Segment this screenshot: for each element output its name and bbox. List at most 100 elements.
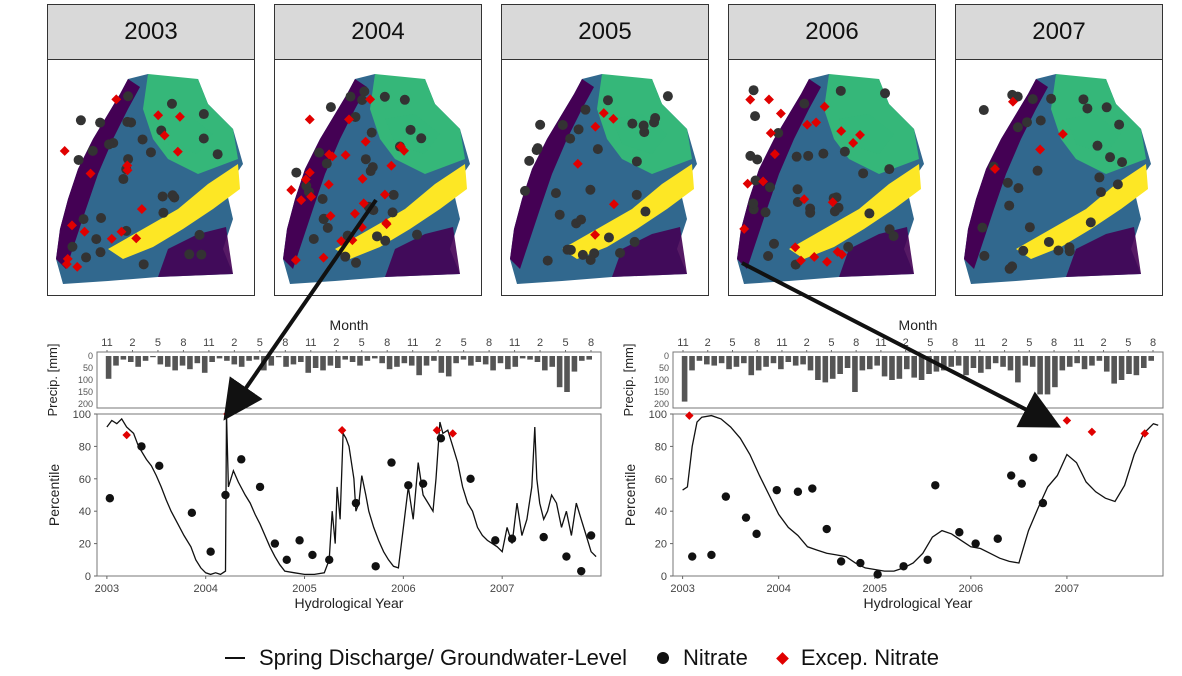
precip-bar: [571, 356, 578, 372]
x-tick-label: 2007: [1055, 583, 1079, 595]
precip-tick-label: 150: [654, 387, 669, 397]
precip-bar: [542, 356, 548, 371]
nitrate-site-marker: [768, 238, 779, 249]
nitrate-site-marker: [978, 105, 989, 116]
precip-bar: [1029, 356, 1036, 367]
nitrate-site-marker: [340, 251, 351, 262]
precip-bar: [320, 356, 326, 371]
nitrate-point: [466, 474, 475, 483]
map-zone-purple: [737, 79, 821, 269]
month-tick-label: 8: [853, 337, 859, 349]
excep-site-marker: [122, 165, 133, 176]
month-tick-label: 2: [435, 337, 441, 349]
nitrate-site-marker: [576, 214, 587, 225]
excep-site-marker: [85, 168, 96, 179]
precip-axis-title: Precip. [mm]: [45, 344, 60, 417]
precip-bar: [460, 356, 467, 360]
month-tick-label: 11: [974, 337, 985, 349]
precip-tick-label: 50: [659, 363, 669, 373]
precip-bar: [1044, 356, 1051, 395]
precip-bar: [586, 356, 592, 360]
month-tick-label: 2: [333, 337, 339, 349]
precip-bar: [268, 356, 275, 366]
precip-tick-label: 200: [654, 399, 669, 409]
precip-bar: [903, 356, 910, 370]
precip-bar: [157, 356, 164, 365]
precip-bar: [253, 356, 260, 360]
excep-site-marker: [811, 117, 822, 128]
nitrate-site-marker: [167, 190, 178, 201]
nitrate-point: [325, 555, 334, 564]
precip-bar: [704, 356, 710, 365]
precip-bar: [105, 356, 112, 379]
excep-nitrate-point: [1087, 427, 1097, 437]
nitrate-point: [562, 552, 571, 561]
precip-bar: [579, 356, 585, 361]
nitrate-site-marker: [166, 98, 177, 109]
month-tick-label: 11: [677, 337, 688, 349]
x-axis-title: Hydrological Year: [864, 595, 973, 611]
legend-item-line: Spring Discharge/ Groundwater-Level: [224, 645, 627, 671]
nitrate-site-marker: [1112, 179, 1123, 190]
nitrate-site-marker: [321, 158, 332, 169]
nitrate-site-marker: [78, 214, 89, 225]
precip-bar: [763, 356, 769, 367]
nitrate-site-marker: [662, 91, 673, 102]
precip-bar: [357, 356, 363, 366]
precip-bar: [1089, 356, 1095, 366]
precip-bar: [896, 356, 903, 379]
nitrate-site-marker: [520, 185, 531, 196]
x-tick-label: 2003: [670, 583, 694, 595]
nitrate-site-marker: [542, 255, 553, 266]
precip-bar: [1000, 356, 1006, 367]
nitrate-point: [221, 490, 230, 500]
nitrate-point: [371, 562, 380, 571]
precip-bar: [327, 356, 334, 366]
precip-bar: [408, 356, 415, 366]
precip-tick-label: 50: [83, 363, 93, 373]
nitrate-site-marker: [145, 147, 156, 158]
precip-bar: [689, 356, 695, 371]
nitrate-site-marker: [1085, 217, 1096, 228]
nitrate-site-marker: [629, 236, 640, 247]
month-tick-label: 2: [1100, 337, 1106, 349]
nitrate-point: [387, 458, 396, 467]
precip-bar: [718, 356, 725, 364]
nitrate-site-marker: [835, 85, 846, 96]
precip-bar: [246, 356, 252, 361]
nitrate-site-marker: [75, 115, 86, 126]
panel-title: 2003: [48, 5, 254, 60]
excep-site-marker: [111, 94, 122, 105]
precip-tick-label: 100: [78, 375, 93, 385]
nitrate-site-marker: [592, 144, 603, 155]
x-tick-label: 2007: [490, 583, 514, 595]
precip-bar: [1126, 356, 1132, 374]
nitrate-site-marker: [615, 247, 626, 258]
excep-nitrate-point: [337, 425, 347, 435]
precip-bar: [1074, 356, 1080, 364]
month-tick-label: 5: [155, 337, 161, 349]
precip-tick-label: 100: [654, 375, 669, 385]
nitrate-point: [1006, 471, 1016, 480]
nitrate-site-marker: [829, 206, 840, 217]
precip-bar: [216, 356, 223, 359]
nitrate-site-marker: [367, 162, 378, 173]
nitrate-site-marker: [1095, 187, 1106, 198]
nitrate-site-marker: [631, 189, 642, 200]
month-tick-label: 11: [509, 337, 520, 349]
y-tick-label: 40: [655, 506, 667, 518]
precip-bar: [881, 356, 888, 377]
map-zone-purple: [56, 79, 140, 269]
precip-bar: [741, 356, 747, 364]
excep-site-marker: [59, 146, 70, 156]
precip-bar: [696, 356, 703, 361]
nitrate-site-marker: [557, 119, 568, 130]
legend: Spring Discharge/ Groundwater-Level Nitr…: [0, 640, 1182, 676]
precip-bar: [948, 356, 955, 367]
nitrate-site-marker: [1027, 94, 1038, 105]
nitrate-point: [295, 536, 304, 545]
month-tick-label: 2: [129, 337, 135, 349]
precip-bar: [423, 356, 430, 366]
precip-bar: [438, 356, 445, 373]
nitrate-site-marker: [799, 98, 810, 109]
